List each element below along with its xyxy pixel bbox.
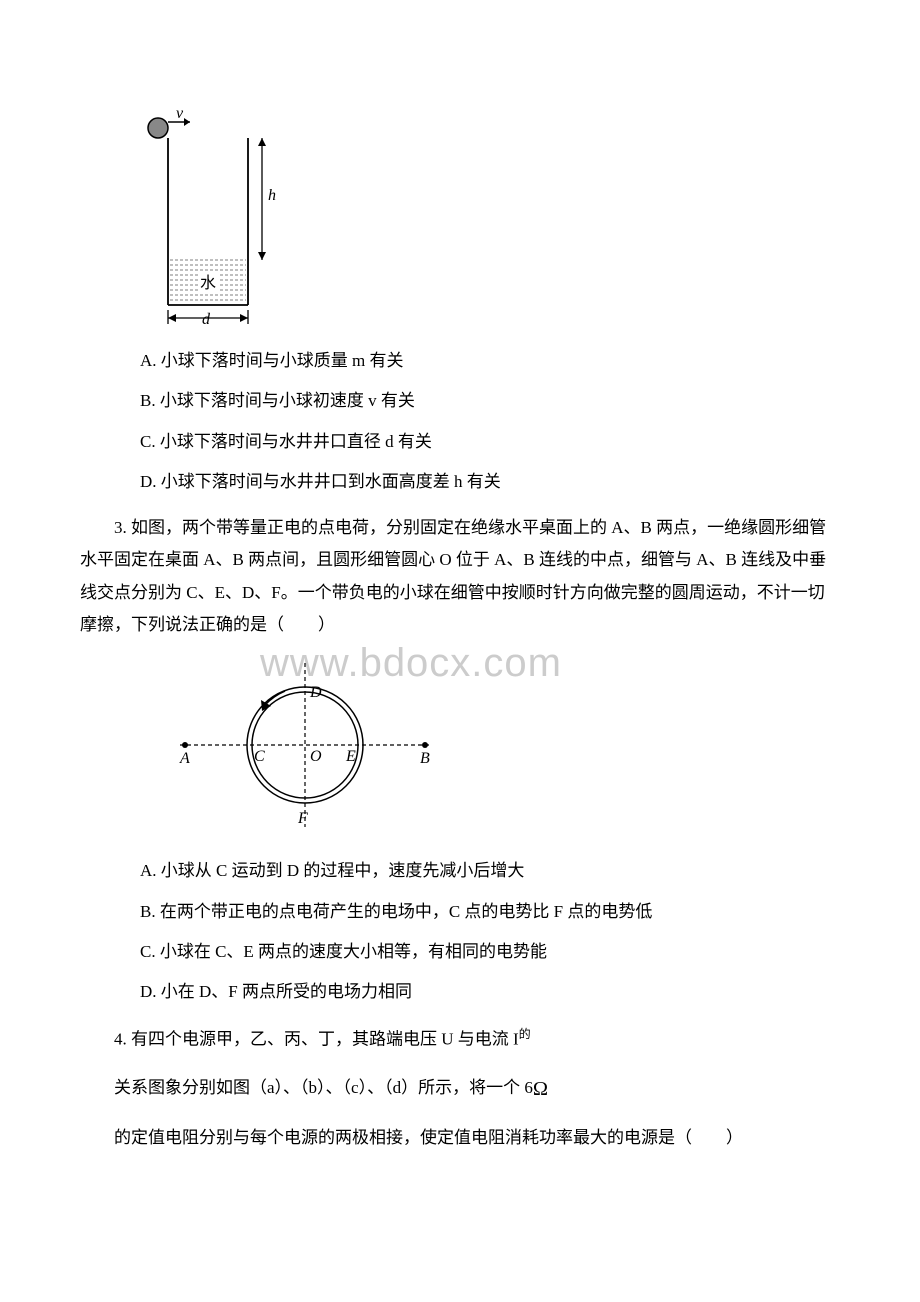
page-content: v 水 h — [80, 110, 840, 1155]
point-a — [182, 742, 188, 748]
label-h: h — [268, 187, 276, 204]
h-arrow-top — [258, 138, 266, 146]
label-d2: D — [309, 684, 322, 701]
q4-line2-text: 关系图象分别如图（a）、（b）、（c）、（d）所示，将一个 6 — [114, 1078, 533, 1097]
q4-sup1: 的 — [519, 1027, 531, 1041]
q2-option-a: A. 小球下落时间与小球质量 m 有关 — [140, 345, 840, 377]
q4-line3: 的定值电阻分别与每个电源的两极相接，使定值电阻消耗功率最大的电源是（ ） — [80, 1122, 840, 1154]
q3-option-d: D. 小在 D、F 两点所受的电场力相同 — [140, 976, 840, 1008]
label-o: O — [310, 748, 322, 765]
q4-ohm-symbol: Ω — [533, 1078, 548, 1100]
d-arrow-left — [168, 314, 176, 322]
h-arrow-bottom — [258, 252, 266, 260]
q4-line2: 关系图象分别如图（a）、（b）、（c）、（d）所示，将一个 6Ω — [80, 1070, 840, 1109]
q3-stem: 3. 如图，两个带等量正电的点电荷，分别固定在绝缘水平桌面上的 A、B 两点，一… — [80, 512, 840, 641]
label-d: d — [202, 311, 211, 325]
velocity-arrow-head — [184, 118, 190, 126]
d-arrow-right — [240, 314, 248, 322]
q2-option-c: C. 小球下落时间与水井井口直径 d 有关 — [140, 426, 840, 458]
q3-option-b: B. 在两个带正电的点电荷产生的电场中，C 点的电势比 F 点的电势低 — [140, 896, 840, 928]
q2-option-d: D. 小球下落时间与水井井口到水面高度差 h 有关 — [140, 466, 840, 498]
label-f: F — [297, 810, 308, 827]
label-b: B — [420, 750, 430, 767]
q4-line1-text: 4. 有四个电源甲，乙、丙、丁，其路端电压 U 与电流 I — [114, 1029, 519, 1048]
ball-icon — [148, 118, 168, 138]
q2-option-b: B. 小球下落时间与小球初速度 v 有关 — [140, 385, 840, 417]
label-a: A — [179, 750, 190, 767]
q3-option-a: A. 小球从 C 运动到 D 的过程中，速度先减小后增大 — [140, 855, 840, 887]
point-b — [422, 742, 428, 748]
q4-line1: 4. 有四个电源甲，乙、丙、丁，其路端电压 U 与电流 I的 — [80, 1023, 840, 1056]
q3-option-c: C. 小球在 C、E 两点的速度大小相等，有相同的电势能 — [140, 936, 840, 968]
figure-circle: A B O C E D F — [170, 655, 840, 835]
label-e: E — [345, 748, 356, 765]
figure-well: v 水 h — [140, 110, 840, 325]
label-c: C — [254, 748, 265, 765]
label-water: 水 — [200, 274, 216, 292]
label-v: v — [176, 110, 184, 122]
